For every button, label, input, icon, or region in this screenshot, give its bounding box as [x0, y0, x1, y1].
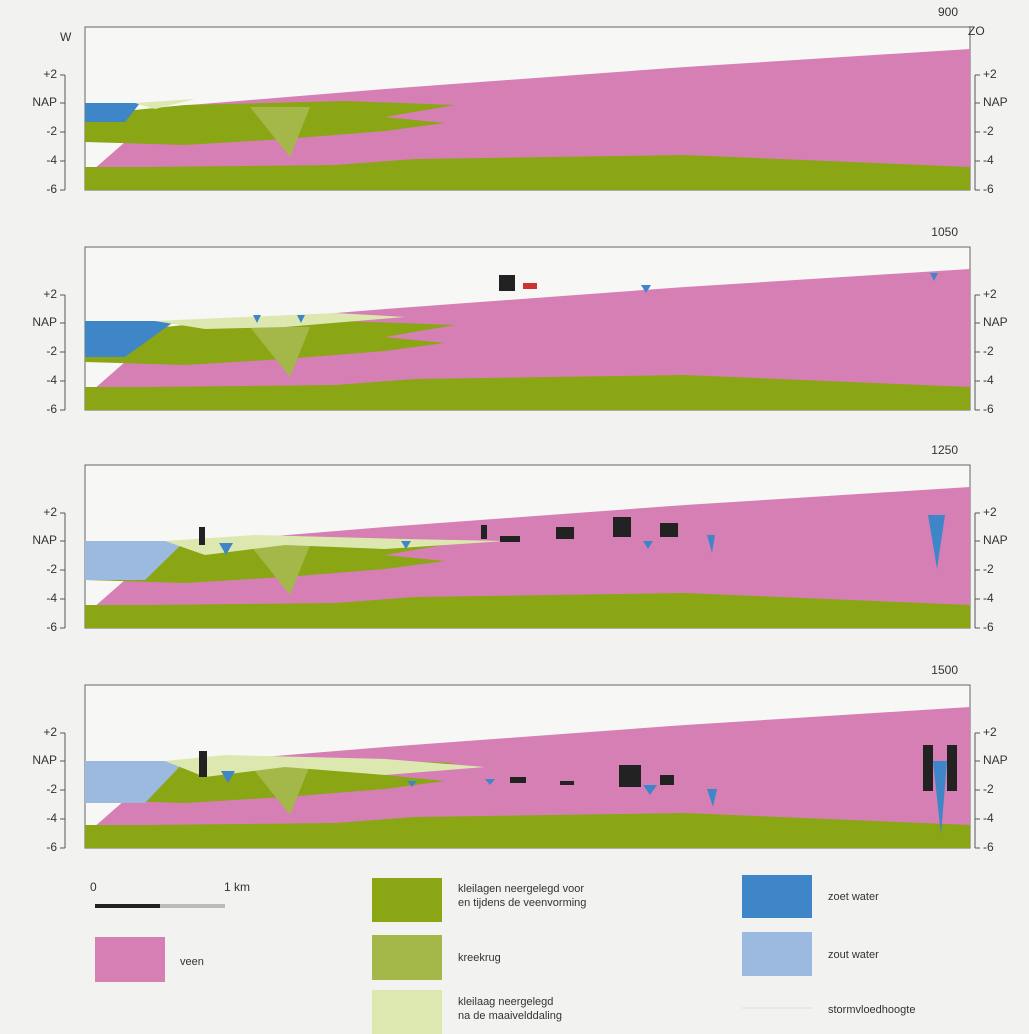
axis-label: -2 [983, 782, 994, 796]
axis-label: -2 [983, 562, 994, 576]
axis-label: -4 [46, 153, 57, 167]
year-label: 900 [938, 5, 958, 19]
axis-label: -6 [983, 620, 994, 634]
swatch [742, 875, 812, 918]
axis-label: -4 [983, 153, 994, 167]
axis-label: +2 [983, 505, 997, 519]
year-label: 1250 [931, 443, 958, 457]
axis-label: +2 [43, 67, 57, 81]
axis-label: -4 [46, 811, 57, 825]
axis-label: NAP [983, 753, 1008, 767]
axis-label: NAP [32, 533, 57, 547]
year-label: 1500 [931, 663, 958, 677]
swatch [372, 878, 442, 922]
axis-label: NAP [983, 315, 1008, 329]
legend-label: zoet water [828, 891, 879, 903]
axis-label: +2 [983, 287, 997, 301]
section-1500 [84, 684, 971, 849]
legend-label: stormvloedhoogte [828, 1004, 915, 1016]
scale-end: 1 km [224, 880, 250, 894]
axis-label: +2 [983, 725, 997, 739]
compass-east: ZO [968, 24, 985, 38]
axis-label: NAP [32, 315, 57, 329]
panels [84, 26, 971, 849]
axis-label: NAP [983, 95, 1008, 109]
axis-label: -4 [983, 591, 994, 605]
axis-label: -4 [46, 591, 57, 605]
section-1250 [84, 464, 971, 629]
axis-label: NAP [32, 95, 57, 109]
axis-label: -6 [46, 402, 57, 416]
legend-label: kleilaag neergelegd [458, 996, 553, 1008]
axis-label: NAP [983, 533, 1008, 547]
axis-label: -6 [46, 620, 57, 634]
scale-bar [95, 904, 160, 908]
year-label: 1050 [931, 225, 958, 239]
swatch [95, 937, 165, 982]
axis-label: -2 [46, 782, 57, 796]
axis-label: -2 [983, 124, 994, 138]
legend-label: kreekrug [458, 952, 501, 964]
axis-label: -4 [46, 373, 57, 387]
axis-label: -2 [983, 344, 994, 358]
axis-label: +2 [43, 725, 57, 739]
axis-label: -6 [983, 840, 994, 854]
compass-west: W [60, 30, 72, 44]
axis-label: -6 [46, 840, 57, 854]
legend-label: zout water [828, 949, 879, 961]
legend-label: na de maaivelddaling [458, 1010, 562, 1022]
swatch [372, 990, 442, 1034]
axis-label: -4 [983, 373, 994, 387]
axis-label: +2 [43, 505, 57, 519]
axis-label: NAP [32, 753, 57, 767]
legend: 0 1 km [90, 875, 812, 1034]
axis-label: -6 [46, 182, 57, 196]
legend-label: veen [180, 956, 204, 968]
scale-bar [160, 904, 225, 908]
axis-label: -2 [46, 562, 57, 576]
axis-label: +2 [43, 287, 57, 301]
axis-label: -2 [46, 124, 57, 138]
swatch [742, 932, 812, 976]
section-1050 [84, 246, 971, 411]
axis-label: -6 [983, 402, 994, 416]
scale-start: 0 [90, 880, 97, 894]
swatch [372, 935, 442, 980]
legend-label: en tijdens de veenvorming [458, 897, 586, 909]
axis-label: -6 [983, 182, 994, 196]
axis-label: -4 [983, 811, 994, 825]
axis-label: +2 [983, 67, 997, 81]
axis-label: -2 [46, 344, 57, 358]
section-900 [84, 26, 971, 191]
legend-label: kleilagen neergelegd voor [458, 883, 584, 895]
